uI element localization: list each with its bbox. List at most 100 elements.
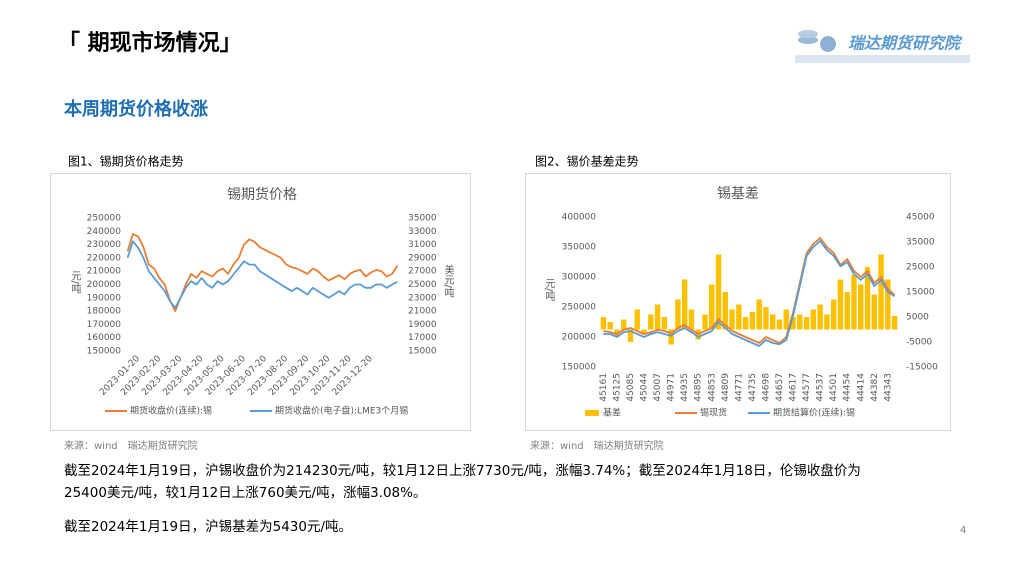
y2-tick-label: 35000 xyxy=(408,214,437,224)
bar xyxy=(830,299,837,330)
paragraph-line: 截至2024年1月19日，沪锡基差为5430元/吨。 xyxy=(64,518,352,535)
x-tick-label: 45007 xyxy=(653,373,663,402)
bar xyxy=(783,309,789,330)
bar xyxy=(648,314,654,330)
bar xyxy=(668,329,674,345)
bar xyxy=(661,317,668,330)
line xyxy=(603,240,896,347)
bar xyxy=(885,279,891,330)
bar xyxy=(749,312,756,330)
y-tick-label: 230000 xyxy=(87,240,122,250)
x-tick-label: 44735 xyxy=(748,373,758,402)
y-tick-label: 240000 xyxy=(87,227,122,237)
bar xyxy=(817,304,823,330)
chart-frame xyxy=(50,173,471,431)
y2-tick-label: 15000 xyxy=(408,347,437,357)
bar xyxy=(858,284,864,330)
x-tick-label: 45085 xyxy=(626,373,636,402)
source: 来源：wind 瑞达期货研究院 xyxy=(64,439,198,452)
logo-band xyxy=(795,55,970,63)
y-axis-title: 元/吨 xyxy=(543,278,555,301)
page-number: 4 xyxy=(960,525,966,536)
y-tick-label: 200000 xyxy=(87,280,122,290)
y2-tick-label: 19000 xyxy=(408,320,437,330)
y2-tick-label: 15000 xyxy=(906,288,935,298)
legend-label: 基差 xyxy=(603,407,621,419)
logo-coin xyxy=(820,36,836,52)
legend-label: 锡现货 xyxy=(700,407,727,419)
bar xyxy=(654,304,661,330)
y-tick-label: 180000 xyxy=(87,307,122,317)
chart-title: 锡基差 xyxy=(717,185,759,202)
y-tick-label: 300000 xyxy=(562,273,597,283)
y-tick-label: 250000 xyxy=(87,214,122,224)
page-title: 「 期现市场情况」 xyxy=(58,30,242,56)
legend-swatch xyxy=(585,410,599,416)
y2-tick-label: 45000 xyxy=(906,213,935,223)
x-tick-label: 44853 xyxy=(707,373,717,402)
legend-label: 期货收盘价(电子盘):LME3个月锡 xyxy=(275,405,408,417)
bar xyxy=(709,284,715,330)
bar xyxy=(607,322,613,330)
y-tick-label: 150000 xyxy=(87,347,122,357)
y-tick-label: 210000 xyxy=(87,267,122,277)
legend-label: 期货收盘价(连续):锡 xyxy=(130,405,212,417)
bar xyxy=(620,319,627,330)
x-tick-label: 44771 xyxy=(734,373,744,402)
y2-axis-title: 美元/吨 xyxy=(442,263,454,298)
bar xyxy=(681,279,688,330)
y-tick-label: 190000 xyxy=(87,293,122,303)
y2-tick-label: 25000 xyxy=(906,263,935,273)
bar xyxy=(803,317,810,330)
bar xyxy=(810,309,817,330)
x-tick-label: 44935 xyxy=(680,373,690,402)
bar xyxy=(600,317,607,330)
x-tick-label: 44809 xyxy=(721,373,731,402)
bar xyxy=(763,307,769,330)
line xyxy=(126,240,398,309)
y-axis-title: 元/吨 xyxy=(69,271,81,294)
y-tick-label: 350000 xyxy=(562,243,597,253)
y2-tick-label: -5000 xyxy=(906,338,932,348)
x-tick-label: 44343 xyxy=(883,373,893,402)
y-tick-label: 170000 xyxy=(87,320,122,330)
bar xyxy=(634,309,640,330)
bar xyxy=(864,267,871,330)
x-tick-label: 45161 xyxy=(599,373,609,402)
bar xyxy=(871,294,878,330)
bar xyxy=(627,329,634,342)
bar xyxy=(769,314,776,330)
x-tick-label: 44537 xyxy=(816,373,826,402)
bar xyxy=(878,254,884,330)
y-tick-label: 200000 xyxy=(562,333,597,343)
y2-tick-label: 23000 xyxy=(408,293,437,303)
line xyxy=(603,237,896,344)
bar xyxy=(891,315,898,330)
y2-tick-label: 21000 xyxy=(408,307,437,317)
x-tick-label: 44454 xyxy=(843,373,853,402)
bar xyxy=(736,304,742,330)
x-tick-label: 45044 xyxy=(640,373,650,402)
legend-label: 期货结算价(连续):锡 xyxy=(773,407,855,419)
paragraph-line: 25400美元/吨，较1月12日上涨760美元/吨，涨幅3.08%。 xyxy=(64,485,426,501)
bar xyxy=(824,314,830,330)
y-tick-label: 150000 xyxy=(562,363,597,373)
bar xyxy=(715,254,722,330)
x-tick-label: 44501 xyxy=(829,373,839,402)
x-tick-label: 44698 xyxy=(761,373,771,402)
y2-tick-label: 29000 xyxy=(408,253,437,263)
y-tick-label: 250000 xyxy=(562,303,597,313)
logo-text: 瑞达期货研究院 xyxy=(848,34,963,53)
bar xyxy=(742,317,749,330)
y2-tick-label: 5000 xyxy=(906,313,929,323)
bar xyxy=(837,279,844,330)
y2-tick-label: 35000 xyxy=(906,238,935,248)
x-tick-label: 44414 xyxy=(856,373,866,402)
figure-caption: 图2、锡价基差走势 xyxy=(535,154,639,169)
y2-tick-label: 17000 xyxy=(408,333,437,343)
y-tick-label: 160000 xyxy=(87,333,122,343)
y2-tick-label: 25000 xyxy=(408,280,437,290)
x-tick-label: 44657 xyxy=(775,373,785,402)
bar xyxy=(844,292,850,330)
